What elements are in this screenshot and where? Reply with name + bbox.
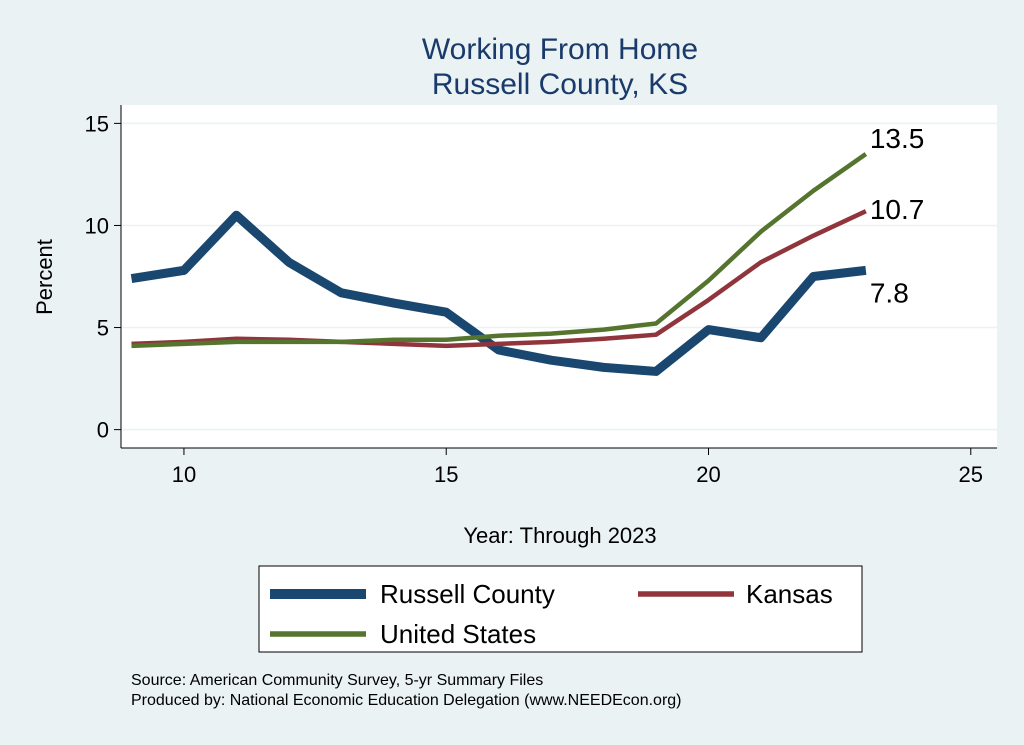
y-tick-label: 0 [97,418,109,443]
produced-by-note: Produced by: National Economic Education… [131,692,682,709]
series-line-kansas [131,209,867,349]
end-label: 7.8 [870,277,909,308]
legend-box [258,565,863,653]
x-tick-label: 15 [434,462,458,487]
y-tick-label: 15 [85,111,109,136]
x-tick-label: 10 [172,462,196,487]
source-note: Source: American Community Survey, 5-yr … [131,672,544,689]
end-label: 13.5 [870,123,925,154]
chart-subtitle: Russell County, KS [432,68,688,101]
series-line-russell-county [130,210,867,376]
y-axis-label: Percent [32,239,57,315]
chart-title: Working From Home [422,33,698,66]
legend-label: Kansas [746,579,833,609]
x-tick-label: 25 [959,462,983,487]
legend-label: United States [380,619,536,649]
y-tick-label: 10 [85,213,109,238]
end-label: 10.7 [870,194,925,225]
x-tick-label: 20 [696,462,720,487]
x-axis-label: Year: Through 2023 [463,523,656,548]
y-tick-label: 5 [97,316,109,341]
legend-label: Russell County [380,579,555,609]
series-line-united-states [131,152,868,349]
